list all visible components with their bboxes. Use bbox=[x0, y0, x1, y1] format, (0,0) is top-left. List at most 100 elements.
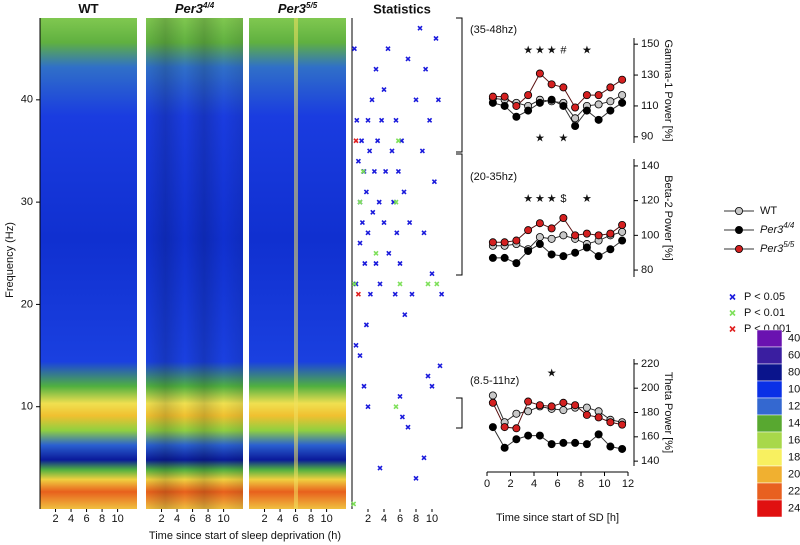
point bbox=[618, 420, 627, 429]
panel-title-main: Per3 bbox=[278, 1, 307, 16]
stat-point bbox=[357, 199, 363, 205]
point bbox=[559, 213, 568, 222]
stat-point bbox=[377, 465, 383, 471]
point bbox=[571, 103, 580, 112]
point bbox=[618, 227, 627, 236]
panel-title: Per34/4 bbox=[175, 1, 215, 17]
stat-point bbox=[373, 260, 379, 267]
series-line bbox=[492, 94, 623, 120]
colorbar-cell bbox=[756, 448, 783, 467]
legend-marker bbox=[735, 244, 744, 253]
y-axis-label: Theta Power [%] bbox=[662, 372, 674, 453]
colorbar-label: 100 bbox=[788, 383, 800, 395]
point bbox=[500, 101, 509, 110]
point bbox=[594, 115, 603, 124]
y-tick-label: 40 bbox=[21, 94, 33, 106]
heatmap-stripe bbox=[294, 18, 298, 509]
point bbox=[582, 229, 591, 238]
stat-point bbox=[376, 199, 382, 205]
stat-point bbox=[362, 260, 368, 267]
colorbar-label: 60 bbox=[788, 349, 800, 361]
point bbox=[524, 407, 533, 416]
point bbox=[594, 231, 603, 240]
stat-point bbox=[423, 66, 429, 72]
stat-point bbox=[397, 393, 403, 400]
point bbox=[594, 100, 603, 109]
point bbox=[500, 238, 509, 247]
annotation: $ bbox=[560, 193, 566, 205]
y-tick-label: 10 bbox=[21, 401, 33, 413]
bracket bbox=[456, 397, 463, 429]
stat-point bbox=[369, 97, 375, 103]
stat-point bbox=[361, 383, 367, 389]
stat-point bbox=[359, 220, 365, 226]
point bbox=[606, 418, 615, 427]
point bbox=[547, 95, 556, 104]
point bbox=[606, 442, 615, 451]
colorbar-label: 160 bbox=[788, 434, 800, 446]
y-tick-label: 110 bbox=[641, 100, 659, 112]
stat-point bbox=[370, 209, 376, 215]
point bbox=[594, 91, 603, 100]
legend-label: Per35/5 bbox=[760, 240, 795, 255]
annotation: ★ bbox=[582, 44, 592, 56]
x-tick-label: 6 bbox=[83, 513, 89, 525]
legend-label-sup: 4/4 bbox=[783, 221, 795, 230]
stat-point bbox=[425, 373, 431, 379]
colorbar-label: 80 bbox=[788, 366, 800, 378]
x-tick-label: 10 bbox=[217, 513, 229, 525]
point bbox=[606, 83, 615, 92]
stat-point bbox=[393, 404, 399, 410]
annotation: ★ bbox=[547, 193, 557, 205]
point bbox=[582, 403, 591, 412]
colorbar-cell bbox=[756, 346, 783, 365]
x-tick-label: 4 bbox=[277, 513, 283, 525]
point bbox=[559, 398, 568, 407]
annotation: ★ bbox=[547, 44, 557, 56]
stat-point bbox=[359, 138, 365, 144]
point bbox=[512, 236, 521, 245]
colorbar-label: 40 bbox=[788, 332, 800, 344]
y-tick-label: 150 bbox=[641, 38, 659, 50]
colorbar-cell bbox=[756, 397, 783, 416]
legend-label-main: WT bbox=[760, 205, 777, 217]
x-tick-label: 6 bbox=[554, 478, 560, 490]
x-axis-label: Time since start of sleep deprivation (h… bbox=[149, 530, 341, 542]
point bbox=[535, 240, 544, 249]
stat-point bbox=[365, 404, 371, 410]
panel-title-sup: 4/4 bbox=[202, 1, 215, 10]
legend-label: P < 0.05 bbox=[744, 291, 785, 303]
point bbox=[535, 401, 544, 410]
legend-label-sup: 5/5 bbox=[783, 240, 795, 249]
heatmap-texture bbox=[146, 18, 243, 509]
stat-point bbox=[389, 148, 395, 154]
stat-point bbox=[395, 138, 401, 144]
annotation: ★ bbox=[535, 132, 545, 144]
stat-point bbox=[425, 281, 431, 287]
point bbox=[571, 438, 580, 447]
point bbox=[512, 435, 521, 444]
point bbox=[594, 413, 603, 422]
heatmaps bbox=[40, 18, 353, 509]
colorbar-cell bbox=[756, 414, 783, 433]
point bbox=[559, 252, 568, 261]
point bbox=[524, 397, 533, 406]
point bbox=[535, 69, 544, 78]
bracket bbox=[456, 153, 463, 276]
stat-point bbox=[355, 291, 361, 297]
point bbox=[582, 106, 591, 115]
colorbar-cell bbox=[756, 380, 783, 399]
range-label: (20-35hz) bbox=[470, 171, 517, 183]
point bbox=[524, 246, 533, 255]
panel-title: WT bbox=[78, 1, 98, 16]
stat-point bbox=[367, 148, 373, 154]
colorbar-label: 220 bbox=[788, 485, 800, 497]
legend-label-main: Per3 bbox=[760, 243, 784, 255]
point bbox=[618, 91, 627, 100]
point bbox=[559, 83, 568, 92]
stat-point bbox=[439, 291, 445, 297]
point bbox=[547, 250, 556, 259]
x-tick-label: 4 bbox=[531, 478, 537, 490]
legend-marker bbox=[735, 206, 744, 215]
point bbox=[582, 410, 591, 419]
